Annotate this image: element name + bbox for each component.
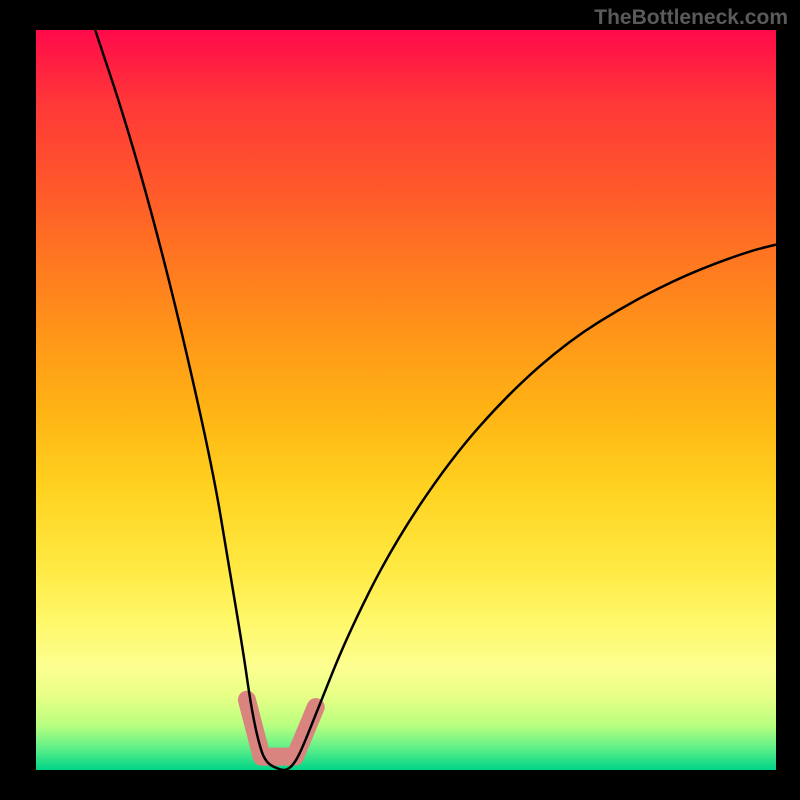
marker-overlay-path <box>247 700 316 757</box>
bottleneck-curve-path <box>95 30 776 770</box>
bottleneck-curve-svg <box>0 0 800 800</box>
watermark-text: TheBottleneck.com <box>594 6 788 30</box>
